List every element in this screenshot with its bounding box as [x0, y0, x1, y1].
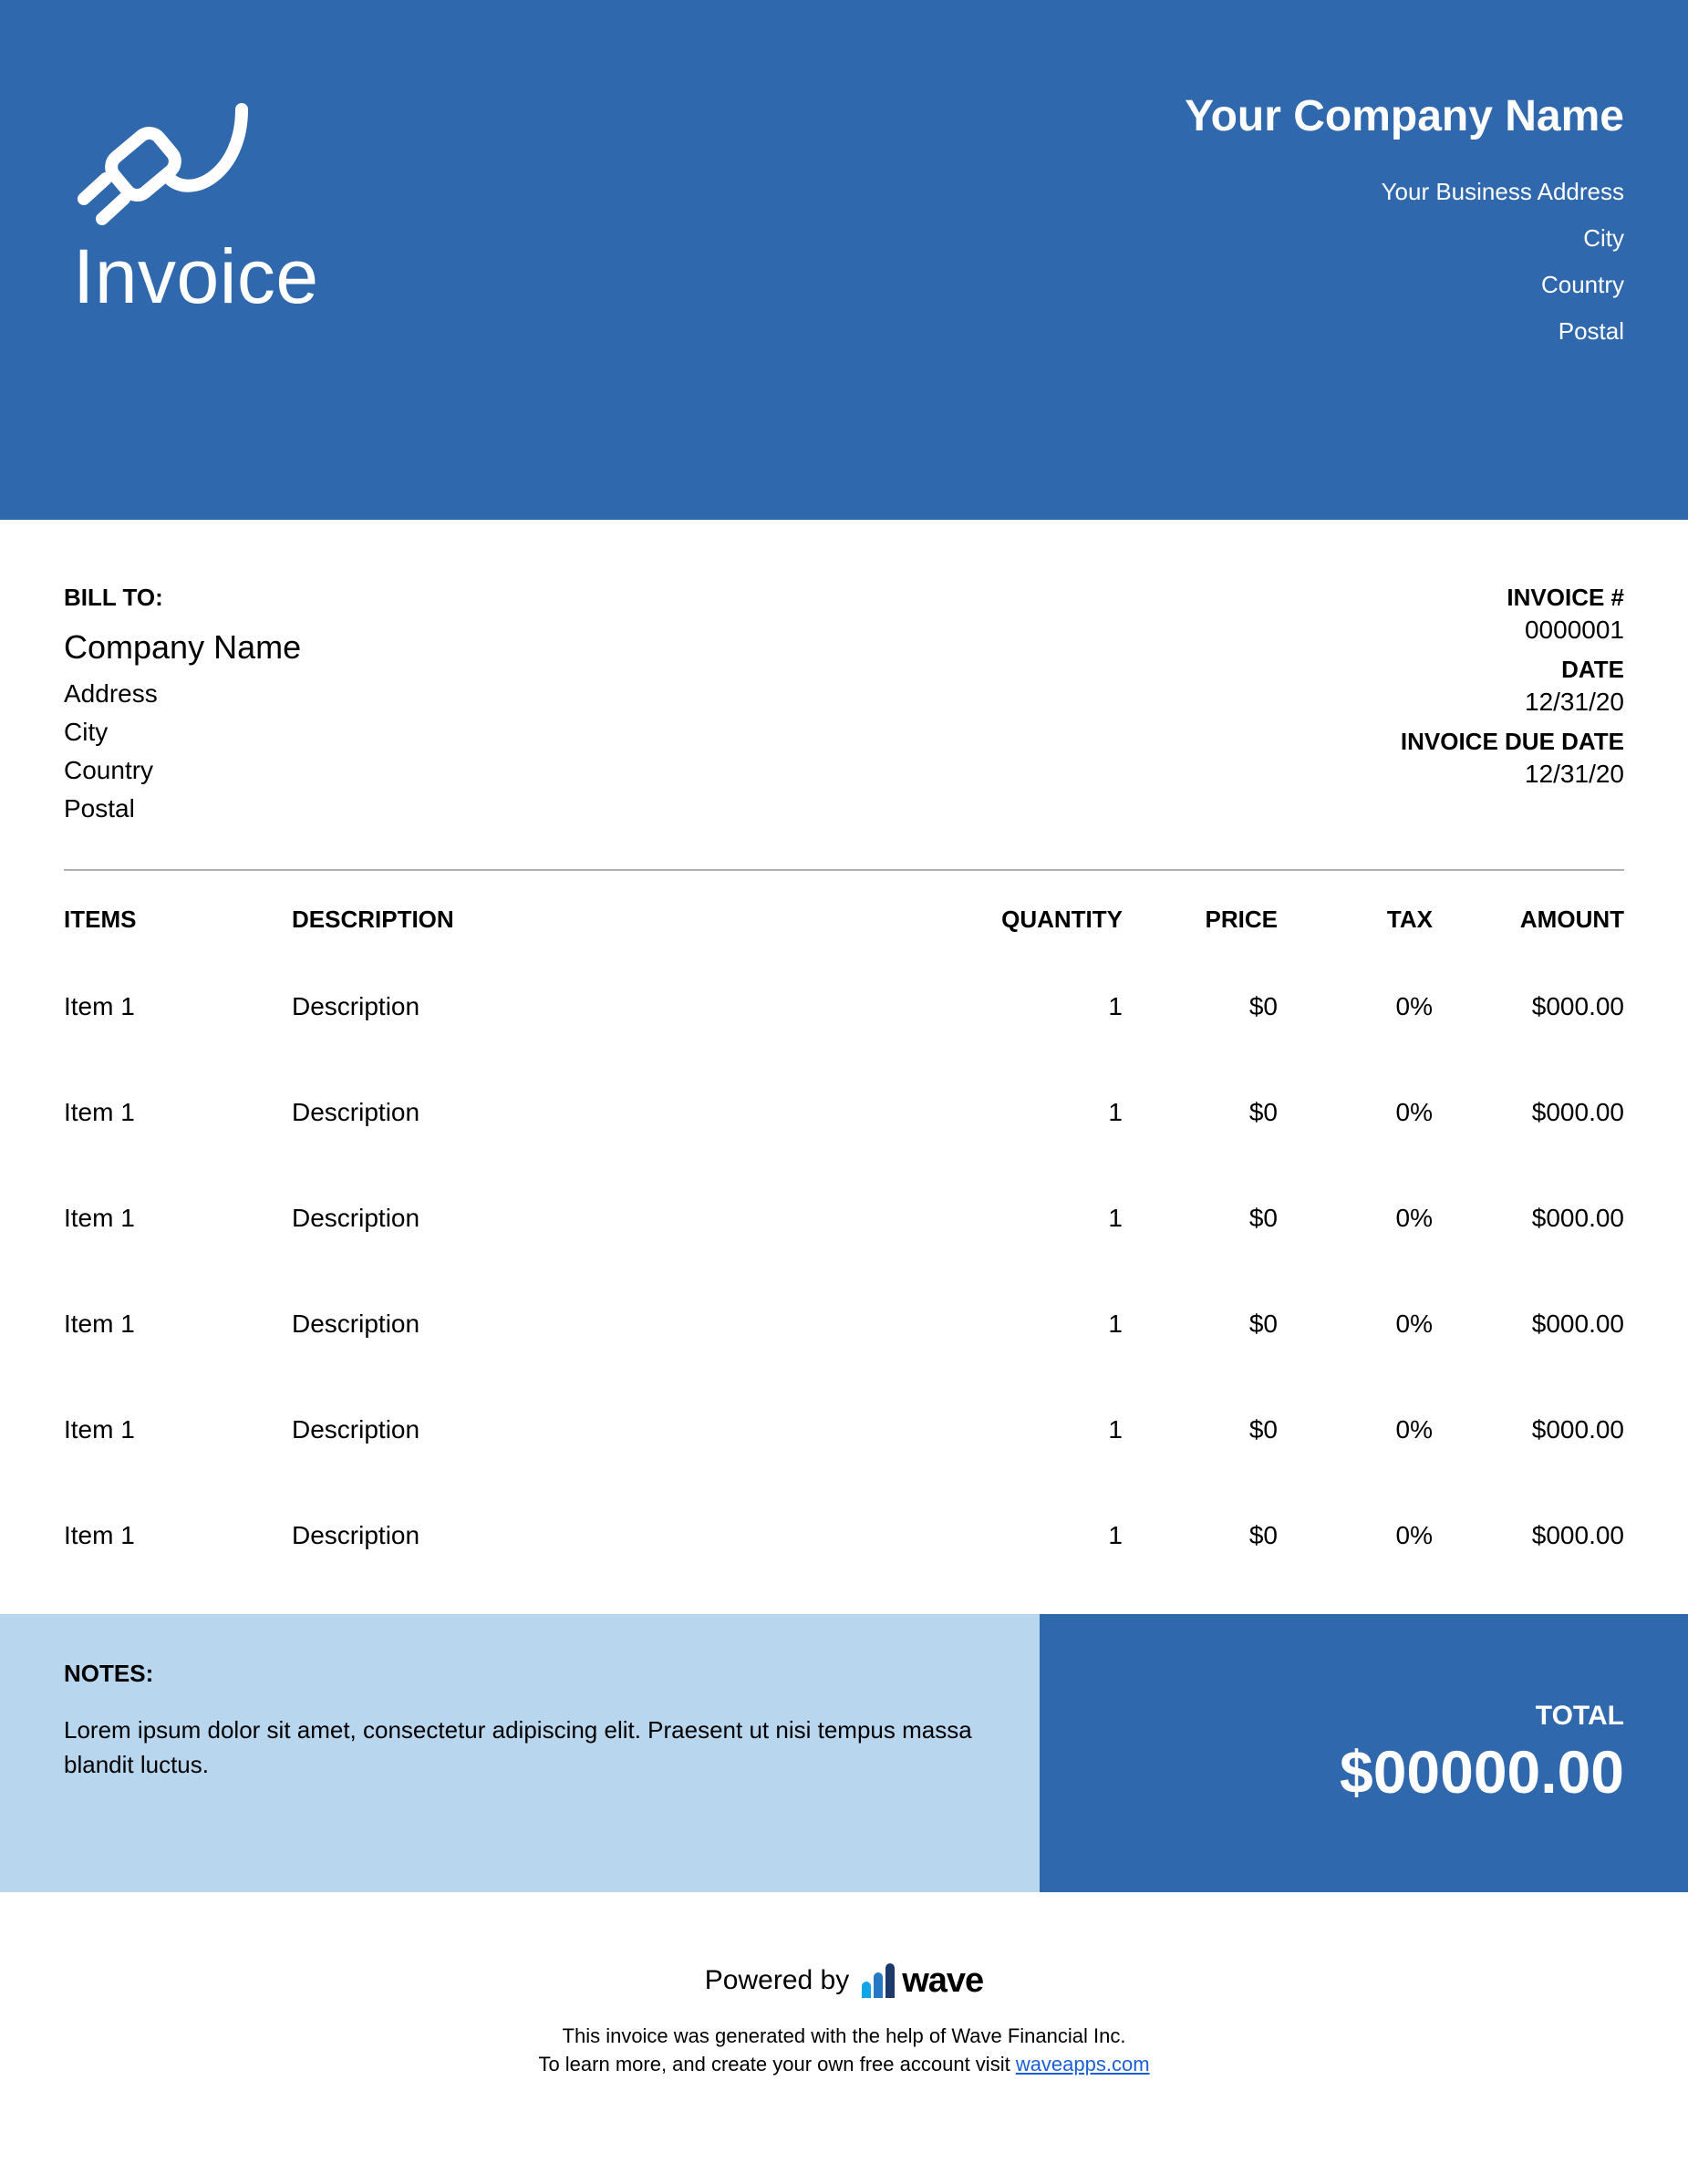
td-quantity: 1 [766, 1415, 1123, 1444]
td-price: $0 [1123, 1204, 1278, 1233]
invoice-number: 0000001 [1401, 616, 1624, 645]
td-description: Description [292, 992, 766, 1021]
td-price: $0 [1123, 1415, 1278, 1444]
td-tax: 0% [1278, 1415, 1433, 1444]
plug-icon [64, 91, 255, 228]
meta-section: BILL TO: Company Name Address City Count… [0, 520, 1688, 833]
total-label: TOTAL [1536, 1701, 1624, 1732]
notes-section: NOTES: Lorem ipsum dolor sit amet, conse… [0, 1614, 1040, 1892]
td-item: Item 1 [64, 1204, 292, 1233]
td-item: Item 1 [64, 1309, 292, 1339]
th-tax: TAX [1278, 906, 1433, 934]
th-quantity: QUANTITY [766, 906, 1123, 934]
td-item: Item 1 [64, 1098, 292, 1127]
bill-to-label: BILL TO: [64, 584, 301, 612]
table-row: Item 1Description1$00%$000.00 [64, 1288, 1624, 1393]
footer: Powered by wave This invoice was generat… [0, 1892, 1688, 2184]
table-row: Item 1Description1$00%$000.00 [64, 970, 1624, 1076]
th-price: PRICE [1123, 906, 1278, 934]
invoice-due-label: INVOICE DUE DATE [1401, 728, 1624, 756]
table-body: Item 1Description1$00%$000.00Item 1Descr… [64, 970, 1624, 1605]
invoice-meta: INVOICE # 0000001 DATE 12/31/20 INVOICE … [1401, 584, 1624, 833]
table-row: Item 1Description1$00%$000.00 [64, 1182, 1624, 1288]
td-quantity: 1 [766, 1309, 1123, 1339]
wave-brand-text: wave [902, 1961, 983, 2001]
footer-line-2-prefix: To learn more, and create your own free … [538, 2053, 1015, 2075]
td-price: $0 [1123, 992, 1278, 1021]
td-quantity: 1 [766, 1098, 1123, 1127]
td-tax: 0% [1278, 992, 1433, 1021]
invoice-date-label: DATE [1401, 656, 1624, 684]
td-price: $0 [1123, 1309, 1278, 1339]
company-address-line: Your Business Address [1185, 178, 1624, 206]
table-row: Item 1Description1$00%$000.00 [64, 1076, 1624, 1182]
td-tax: 0% [1278, 1309, 1433, 1339]
line-items-table: ITEMS DESCRIPTION QUANTITY PRICE TAX AMO… [0, 833, 1688, 1605]
table-header-row: ITEMS DESCRIPTION QUANTITY PRICE TAX AMO… [64, 871, 1624, 961]
th-items: ITEMS [64, 906, 292, 934]
td-tax: 0% [1278, 1098, 1433, 1127]
td-item: Item 1 [64, 1415, 292, 1444]
table-row: Item 1Description1$00%$000.00 [64, 1499, 1624, 1605]
td-item: Item 1 [64, 992, 292, 1021]
td-item: Item 1 [64, 1521, 292, 1550]
bottom-section: NOTES: Lorem ipsum dolor sit amet, conse… [0, 1614, 1688, 1892]
td-description: Description [292, 1098, 766, 1127]
total-value: $00000.00 [1340, 1737, 1624, 1806]
footer-link[interactable]: waveapps.com [1016, 2053, 1150, 2075]
td-tax: 0% [1278, 1521, 1433, 1550]
td-description: Description [292, 1204, 766, 1233]
company-address-block: Your Business Address City Country Posta… [1185, 178, 1624, 346]
td-tax: 0% [1278, 1204, 1433, 1233]
company-address-line: City [1185, 224, 1624, 253]
td-price: $0 [1123, 1521, 1278, 1550]
wave-logo: wave [862, 1961, 983, 2001]
header-left: Invoice [73, 91, 319, 520]
powered-by: Powered by wave [705, 1961, 983, 2001]
td-price: $0 [1123, 1098, 1278, 1127]
footer-lines: This invoice was generated with the help… [538, 2023, 1149, 2079]
company-address-line: Postal [1185, 317, 1624, 346]
td-amount: $000.00 [1433, 1204, 1624, 1233]
bill-to-line: Country [64, 756, 301, 785]
company-name: Your Company Name [1185, 91, 1624, 141]
header: Invoice Your Company Name Your Business … [0, 0, 1688, 520]
td-description: Description [292, 1521, 766, 1550]
th-description: DESCRIPTION [292, 906, 766, 934]
total-section: TOTAL $00000.00 [1040, 1614, 1688, 1892]
bill-to-line: City [64, 718, 301, 747]
td-description: Description [292, 1309, 766, 1339]
th-amount: AMOUNT [1433, 906, 1624, 934]
table-row: Item 1Description1$00%$000.00 [64, 1393, 1624, 1499]
td-description: Description [292, 1415, 766, 1444]
td-quantity: 1 [766, 1204, 1123, 1233]
td-amount: $000.00 [1433, 1521, 1624, 1550]
header-right: Your Company Name Your Business Address … [1185, 91, 1624, 520]
bill-to-line: Address [64, 679, 301, 709]
invoice-page: Invoice Your Company Name Your Business … [0, 0, 1688, 2184]
bill-to: BILL TO: Company Name Address City Count… [64, 584, 301, 833]
footer-line-1: This invoice was generated with the help… [538, 2023, 1149, 2051]
invoice-number-label: INVOICE # [1401, 584, 1624, 612]
td-amount: $000.00 [1433, 1309, 1624, 1339]
invoice-title: Invoice [73, 233, 319, 321]
footer-line-2: To learn more, and create your own free … [538, 2051, 1149, 2079]
td-amount: $000.00 [1433, 992, 1624, 1021]
bill-to-line: Postal [64, 794, 301, 823]
invoice-date: 12/31/20 [1401, 688, 1624, 717]
invoice-due-date: 12/31/20 [1401, 760, 1624, 789]
powered-by-text: Powered by [705, 1965, 849, 1996]
td-amount: $000.00 [1433, 1415, 1624, 1444]
notes-text: Lorem ipsum dolor sit amet, consectetur … [64, 1713, 985, 1782]
company-address-line: Country [1185, 271, 1624, 299]
bill-to-company: Company Name [64, 628, 301, 667]
td-quantity: 1 [766, 992, 1123, 1021]
td-quantity: 1 [766, 1521, 1123, 1550]
td-amount: $000.00 [1433, 1098, 1624, 1127]
notes-label: NOTES: [64, 1660, 985, 1688]
wave-bars-icon [862, 1963, 895, 1998]
